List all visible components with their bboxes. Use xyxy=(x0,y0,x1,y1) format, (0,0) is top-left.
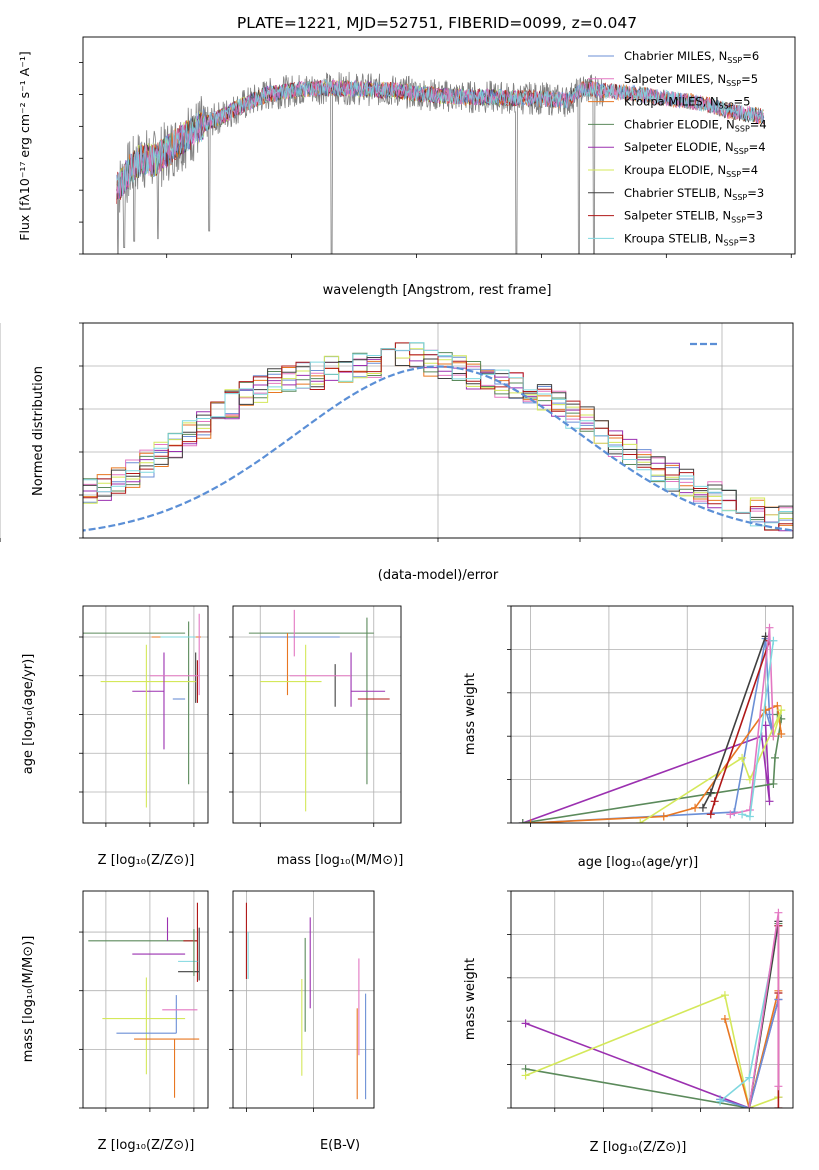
weight-point-marker xyxy=(774,1104,783,1108)
axes-frame xyxy=(510,890,794,1109)
weight-series-line xyxy=(710,640,771,815)
weight-point-marker xyxy=(769,636,778,645)
weight-point-marker xyxy=(636,819,645,823)
weight-point-marker xyxy=(765,623,774,632)
weight-point-marker xyxy=(521,1019,530,1028)
weight-point-marker xyxy=(738,753,747,762)
spectrum-title: PLATE=1221, MJD=52751, FIBERID=0099, z=0… xyxy=(237,14,637,32)
weight-lines xyxy=(521,908,783,1108)
weight-point-marker xyxy=(521,1071,530,1080)
weight-point-marker xyxy=(659,812,668,821)
legend-entry: Chabrier STELIB, NSSP=3 xyxy=(624,186,764,202)
model-spectrum-line xyxy=(116,79,764,196)
weight-point-marker xyxy=(774,908,783,917)
histogram-step xyxy=(83,348,793,535)
histogram-step xyxy=(83,348,793,522)
weightage-xlabel: age [log₁₀(age/yr)] xyxy=(578,855,699,870)
zmass-ylabel: mass [log₁₀(M/M⊙)] xyxy=(21,936,36,1063)
histogram-step xyxy=(83,348,793,537)
weight-point-marker xyxy=(745,812,754,821)
weight-lines xyxy=(518,623,786,823)
axes-frame xyxy=(232,890,375,1109)
weight-point-marker xyxy=(769,779,778,788)
weight-point-marker xyxy=(770,753,779,762)
normal-curve xyxy=(83,365,793,532)
weight-point-marker xyxy=(706,810,715,819)
weight-point-marker xyxy=(765,797,774,806)
legend-entry: Salpeter MILES, NSSP=5 xyxy=(624,72,758,88)
hist-xlabel: (data-model)/error xyxy=(378,568,499,583)
axes-frame xyxy=(82,36,796,255)
weightz-ylabel: mass weight xyxy=(463,958,478,1040)
weight-series-line xyxy=(522,725,771,823)
weight-point-marker xyxy=(777,730,786,739)
weight-point-marker xyxy=(526,819,535,823)
histograms xyxy=(83,342,793,537)
weight-series-line xyxy=(719,999,780,1108)
histogram-step xyxy=(83,348,793,518)
histogram-step xyxy=(83,348,793,534)
spectrum-ylabel: Flux [fλ10⁻¹⁷ erg cm⁻² s⁻¹ A⁻¹] xyxy=(17,51,32,240)
weight-point-marker xyxy=(761,706,770,715)
weightage-ylabel: mass weight xyxy=(463,673,478,755)
histogram-step xyxy=(83,342,793,531)
weight-point-marker xyxy=(774,1082,783,1091)
spectrum-xlabel: wavelength [Angstrom, rest frame] xyxy=(323,283,552,298)
hist-ylabel: Normed distribution xyxy=(31,366,46,496)
weight-point-marker xyxy=(720,1015,729,1024)
weight-series-line xyxy=(724,990,780,1108)
histogram-step xyxy=(83,342,793,527)
errorbars xyxy=(248,609,390,812)
ebv-xlabel: E(B-V) xyxy=(320,1138,360,1153)
weight-point-marker xyxy=(761,721,770,730)
weight-point-marker xyxy=(698,803,707,812)
zmass-xlabel: Z [log₁₀(Z/Z⊙)] xyxy=(98,1138,195,1153)
axes-frame xyxy=(82,322,794,539)
weight-series-line xyxy=(639,709,783,823)
weight-point-marker xyxy=(691,803,700,812)
histogram-step xyxy=(83,349,793,520)
weight-point-marker xyxy=(745,1104,754,1108)
legend-entry: Kroupa MILES, NSSP=5 xyxy=(624,95,750,111)
weight-point-marker xyxy=(726,810,735,819)
axes-frame xyxy=(82,890,209,1109)
zage-ylabel: age [log₁₀(age/yr)] xyxy=(21,654,36,775)
weight-point-marker xyxy=(777,706,786,715)
massage-xlabel: mass [log₁₀(M/M⊙)] xyxy=(277,853,404,868)
weight-series-line xyxy=(530,638,775,823)
errorbars xyxy=(88,902,200,1098)
errorbars xyxy=(245,902,367,1100)
weightz-xlabel: Z [log₁₀(Z/Z⊙)] xyxy=(590,1140,687,1155)
legend-entry: Chabrier MILES, NSSP=6 xyxy=(624,49,759,65)
weight-point-marker xyxy=(720,991,729,1000)
weight-point-marker xyxy=(773,701,782,710)
legend-entry: Salpeter STELIB, NSSP=3 xyxy=(624,209,763,225)
axes-frame xyxy=(82,605,209,824)
histogram-step xyxy=(83,342,793,531)
weight-point-marker xyxy=(706,788,715,797)
legend-entry: Salpeter ELODIE, NSSP=4 xyxy=(624,140,766,156)
weight-point-marker xyxy=(518,819,527,823)
spectrum-lines xyxy=(116,71,765,254)
weight-series-line xyxy=(730,627,775,816)
axes-frame xyxy=(510,605,794,824)
weight-point-marker xyxy=(769,732,778,741)
weight-point-marker xyxy=(710,797,719,806)
legend-entry: Kroupa STELIB, NSSP=3 xyxy=(624,231,755,247)
zage-xlabel: Z [log₁₀(Z/Z⊙)] xyxy=(98,853,195,868)
weight-point-marker xyxy=(738,810,747,819)
weight-series-line xyxy=(525,994,779,1108)
weight-point-marker xyxy=(745,1073,754,1082)
plot-area: Chabrier MILES, NSSP=6 Salpeter MILES, NS… xyxy=(0,36,796,1112)
axes-frame xyxy=(232,605,402,824)
legend-entry: Chabrier ELODIE, NSSP=4 xyxy=(624,117,767,133)
errorbars xyxy=(83,613,201,808)
legend-entry: Kroupa ELODIE, NSSP=4 xyxy=(624,163,758,179)
weight-point-marker xyxy=(716,1097,725,1106)
